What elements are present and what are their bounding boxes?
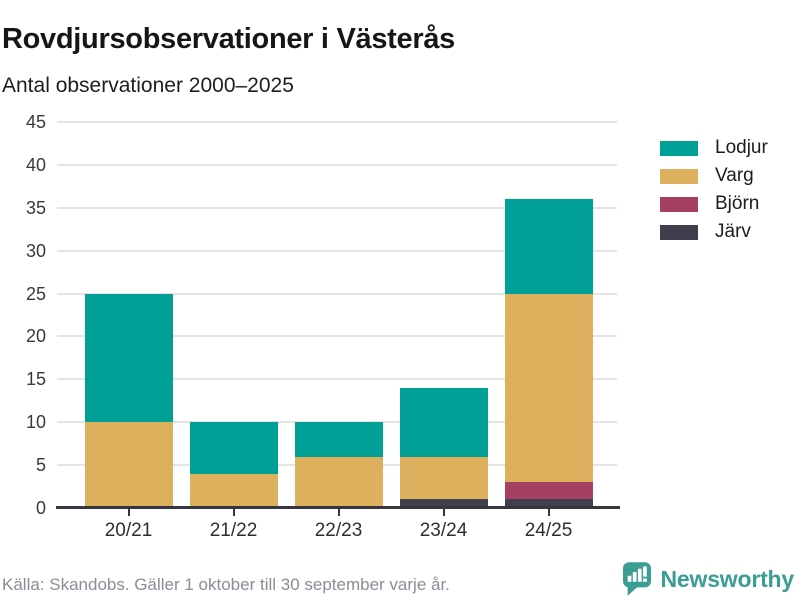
newsworthy-wordmark: Newsworthy [660, 565, 795, 592]
x-tick-mark [547, 509, 550, 516]
newsworthy-brand-link[interactable]: Newsworthy [622, 562, 795, 596]
bar-segment-varg [399, 456, 488, 500]
bar-24-25 [504, 122, 593, 508]
legend-item-bjorn: Björn [660, 193, 768, 214]
bar-segment-lodjur [399, 387, 488, 457]
newsworthy-speech-bubble-bars-icon [622, 562, 651, 596]
gridline [57, 335, 617, 338]
gridline [57, 121, 617, 123]
x-tick-mark [337, 509, 340, 516]
bar-22-23 [294, 122, 383, 508]
source-note: Källa: Skandobs. Gäller 1 oktober till 3… [2, 575, 450, 594]
y-tick-label: 25 [25, 283, 46, 304]
legend-label: Björn [715, 193, 760, 214]
x-tick-mark [232, 509, 235, 516]
y-tick-label: 20 [25, 326, 46, 347]
x-axis: 20/21 21/22 22/23 23/24 24/25 [57, 509, 617, 551]
gridline [57, 206, 617, 209]
y-tick-label: 45 [25, 112, 46, 132]
x-tick-label: 24/25 [524, 520, 573, 541]
y-tick-label: 10 [25, 412, 46, 433]
bar-segment-bjorn [504, 482, 593, 500]
legend-swatch-jarv [660, 224, 698, 240]
legend-label: Lodjur [715, 137, 768, 158]
bar-20-21 [84, 122, 173, 508]
x-tick-label: 21/22 [209, 520, 258, 541]
y-tick-label: 30 [25, 240, 46, 261]
bar-segment-lodjur [84, 293, 173, 423]
bar-segment-varg [189, 473, 278, 508]
x-tick-label: 22/23 [314, 520, 363, 541]
y-tick-label: 5 [35, 455, 46, 476]
x-tick-mark [127, 509, 130, 516]
legend-label: Järv [715, 221, 751, 242]
bar-segment-lodjur [504, 199, 593, 294]
gridline [57, 421, 617, 424]
chart-title: Rovdjursobservationer i Västerås [2, 23, 455, 56]
x-tick-label: 20/21 [104, 520, 153, 541]
bar-segment-lodjur [294, 422, 383, 457]
bar-segment-jarv [504, 499, 593, 508]
bar-segment-varg [84, 422, 173, 508]
bar-segment-jarv [399, 499, 488, 508]
legend-label: Varg [715, 165, 754, 186]
y-tick-label: 35 [25, 197, 46, 218]
bar-21-22 [189, 122, 278, 508]
legend: Lodjur Varg Björn Järv [660, 137, 768, 242]
gridline [57, 249, 617, 252]
gridline [57, 163, 617, 166]
y-tick-label: 40 [25, 154, 46, 175]
legend-item-varg: Varg [660, 165, 768, 186]
x-axis-line [56, 506, 620, 509]
bar-segment-varg [504, 293, 593, 483]
bar-segment-lodjur [189, 422, 278, 474]
bar-segment-varg [294, 456, 383, 508]
legend-swatch-varg [660, 168, 698, 184]
chart-subtitle: Antal observationer 2000–2025 [2, 74, 294, 97]
y-axis: 0 5 10 15 20 25 30 35 40 45 [0, 112, 46, 522]
y-tick-label: 15 [25, 369, 46, 390]
x-tick-mark [442, 509, 445, 516]
y-tick-label: 0 [35, 498, 46, 518]
gridline [57, 292, 617, 295]
legend-swatch-bjorn [660, 196, 698, 212]
gridline [57, 378, 617, 381]
legend-item-lodjur: Lodjur [660, 137, 768, 158]
bar-23-24 [399, 122, 488, 508]
x-tick-label: 23/24 [419, 520, 468, 541]
legend-item-jarv: Järv [660, 221, 768, 242]
legend-swatch-lodjur [660, 140, 698, 156]
plot-area [57, 121, 617, 508]
